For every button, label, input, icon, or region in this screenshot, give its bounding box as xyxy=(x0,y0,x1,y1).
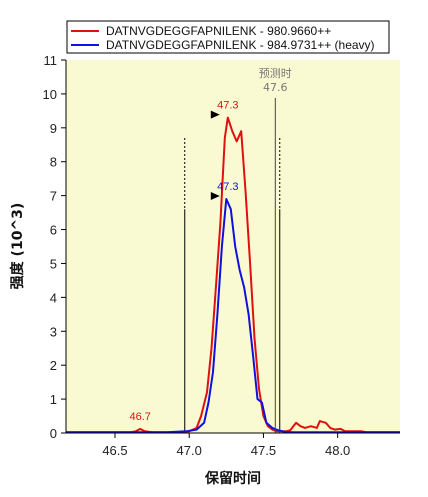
y-tick-label: 5 xyxy=(50,256,57,271)
x-tick-label: 47.0 xyxy=(177,443,202,458)
peak-annotations: 46.7 47.3 47.3 xyxy=(130,100,239,423)
series-lines xyxy=(66,116,400,434)
x-axis-title: 保留时间 xyxy=(204,470,261,487)
y-tick-label: 11 xyxy=(44,53,58,68)
legend-label-light: DATNVGDEGGFAPNILENK - 980.9660++ xyxy=(106,24,331,38)
y-axis-title: 强度 (10^3) xyxy=(9,203,26,290)
x-tick-label: 48.0 xyxy=(325,443,350,458)
y-tick-label: 9 xyxy=(50,121,57,136)
y-tick-label: 1 xyxy=(50,392,57,407)
y-tick-label: 6 xyxy=(50,223,57,238)
peak-label: 46.7 xyxy=(130,411,151,423)
peak-label: 47.3 xyxy=(217,181,238,193)
predicted-rt-label: 预测时 xyxy=(259,67,292,80)
series-line-heavy xyxy=(66,198,400,434)
predicted-rt-value: 47.6 xyxy=(263,81,288,94)
y-tick-label: 10 xyxy=(43,87,57,102)
boundary-lines xyxy=(184,137,281,433)
peak-pointer-icon xyxy=(210,110,220,119)
legend-label-heavy: DATNVGDEGGFAPNILENK - 984.9731++ (heavy) xyxy=(106,38,375,52)
legend-box xyxy=(66,20,390,54)
peak-pointer-icon xyxy=(210,192,220,201)
x-tick-label: 46.5 xyxy=(102,443,127,458)
y-tick-label: 2 xyxy=(50,358,57,373)
grid-and-ticks: 0 1 2 3 4 5 6 7 8 9 10 11 46.5 47.0 47.5 48.0 xyxy=(43,53,351,458)
y-tick-label: 8 xyxy=(50,155,57,170)
x-tick-label: 47.5 xyxy=(251,443,276,458)
plot-background xyxy=(66,60,400,433)
peak-label: 47.3 xyxy=(217,100,238,112)
y-tick-label: 0 xyxy=(50,426,57,441)
y-tick-label: 4 xyxy=(50,290,57,305)
y-tick-label: 3 xyxy=(50,324,57,339)
legend: DATNVGDEGGFAPNILENK - 980.9660++ DATNVGD… xyxy=(66,20,390,54)
y-tick-label: 7 xyxy=(50,189,57,204)
